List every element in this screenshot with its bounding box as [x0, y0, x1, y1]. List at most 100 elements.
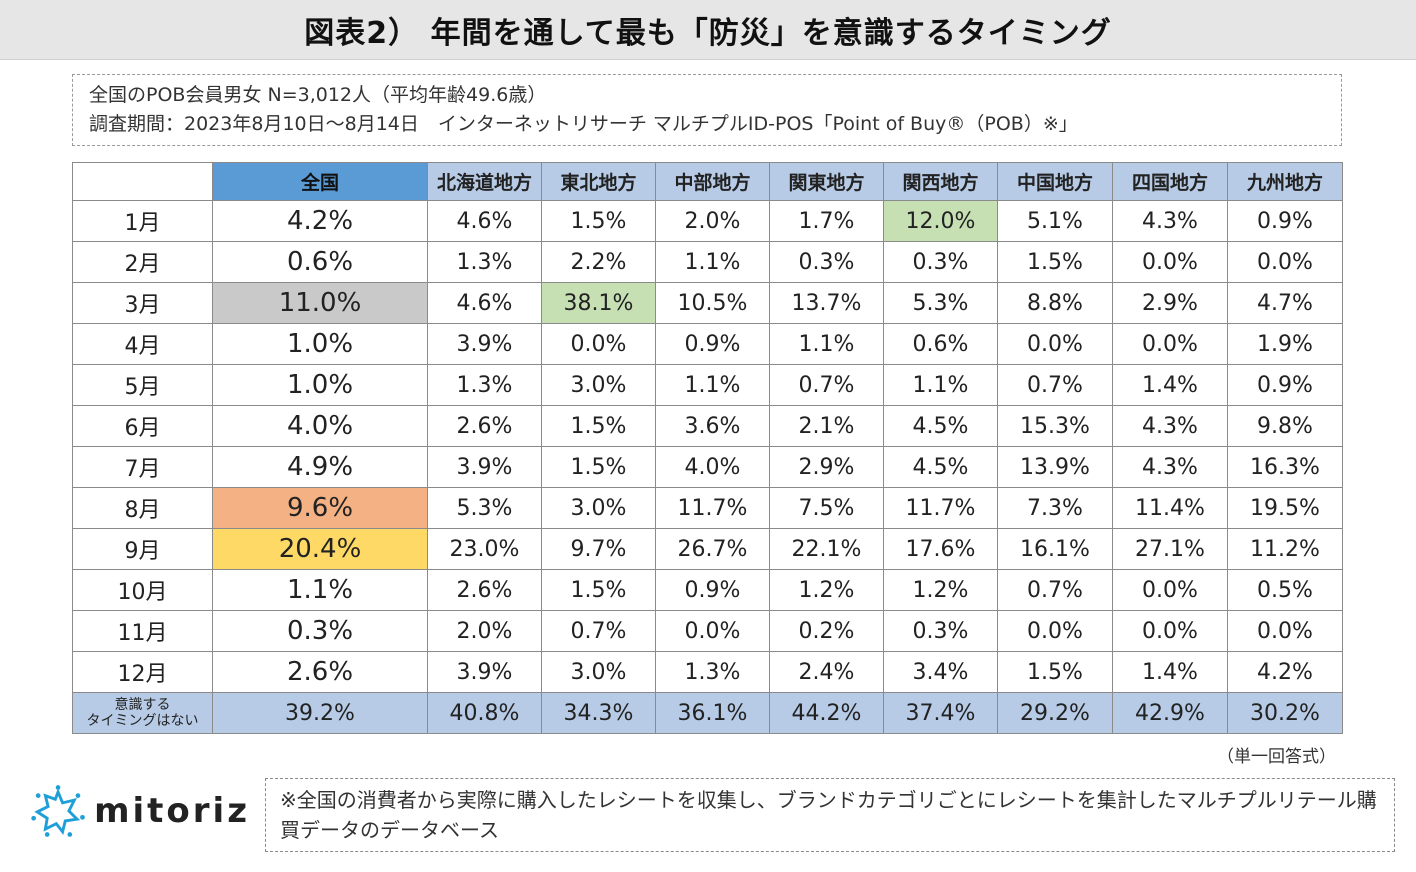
cell-chugoku: 13.9% — [997, 446, 1113, 488]
cell-hokkaido: 2.0% — [427, 610, 542, 652]
table-row: 9月 20.4% 23.0% 9.7% 26.7% 22.1% 17.6% 16.1% 27.1… — [72, 528, 1343, 570]
cell-chubu: 1.1% — [655, 364, 770, 406]
table-row: 4月 1.0% 3.9% 0.0% 0.9% 1.1% 0.6% 0.0% 0.0% 1.9% — [72, 323, 1343, 365]
cell-national: 39.2% — [212, 692, 428, 734]
header-hokkaido: 北海道地方 — [427, 162, 542, 201]
month-label: 5月 — [72, 364, 213, 406]
cell-tohoku: 0.7% — [541, 610, 656, 652]
table-row: 5月 1.0% 1.3% 3.0% 1.1% 0.7% 1.1% 0.7% 1.4% 0.9% — [72, 364, 1343, 406]
footnote-box: ※全国の消費者から実際に購入したレシートを収集し、ブランドカテゴリごとにレシート… — [265, 778, 1395, 852]
cell-hokkaido: 2.6% — [427, 569, 542, 611]
cell-kyushu: 9.8% — [1227, 405, 1343, 447]
page-title: 図表2） 年間を通して最も「防災」を意識するタイミング — [304, 15, 1112, 51]
cell-shikoku: 42.9% — [1112, 692, 1228, 734]
month-label: 9月 — [72, 528, 213, 570]
cell-shikoku: 0.0% — [1112, 569, 1228, 611]
no-timing-label-line1: 意識する — [114, 697, 171, 713]
cell-chugoku: 0.0% — [997, 610, 1113, 652]
no-timing-label-line2: タイミングはない — [86, 713, 199, 729]
no-timing-label: 意識する タイミングはない — [72, 692, 213, 734]
cell-hokkaido: 3.9% — [427, 446, 542, 488]
cell-tohoku: 1.5% — [541, 405, 656, 447]
cell-chubu: 10.5% — [655, 282, 770, 324]
cell-kyushu: 0.5% — [1227, 569, 1343, 611]
month-label: 10月 — [72, 569, 213, 611]
cell-kanto: 0.2% — [769, 610, 884, 652]
cell-chubu: 0.9% — [655, 323, 770, 365]
cell-kanto: 1.1% — [769, 323, 884, 365]
cell-kyushu: 1.9% — [1227, 323, 1343, 365]
cell-hokkaido: 2.6% — [427, 405, 542, 447]
cell-kyushu: 0.0% — [1227, 241, 1343, 283]
cell-shikoku: 4.3% — [1112, 405, 1228, 447]
cell-hokkaido: 3.9% — [427, 651, 542, 693]
cell-shikoku: 4.3% — [1112, 200, 1228, 242]
cell-shikoku: 11.4% — [1112, 487, 1228, 529]
cell-kanto: 1.7% — [769, 200, 884, 242]
cell-chubu: 3.6% — [655, 405, 770, 447]
cell-kanto: 13.7% — [769, 282, 884, 324]
cell-kanto: 1.2% — [769, 569, 884, 611]
cell-chugoku: 29.2% — [997, 692, 1113, 734]
cell-hokkaido: 23.0% — [427, 528, 542, 570]
results-table: 全国 北海道地方 東北地方 中部地方 関東地方 関西地方 中国地方 四国地方 九… — [72, 162, 1343, 734]
cell-hokkaido: 1.3% — [427, 241, 542, 283]
month-label: 4月 — [72, 323, 213, 365]
cell-chubu: 2.0% — [655, 200, 770, 242]
cell-national: 1.0% — [212, 364, 428, 406]
cell-kyushu: 30.2% — [1227, 692, 1343, 734]
cell-chugoku: 1.5% — [997, 241, 1113, 283]
cell-kyushu: 4.2% — [1227, 651, 1343, 693]
month-label: 6月 — [72, 405, 213, 447]
cell-kansai: 5.3% — [883, 282, 998, 324]
cell-shikoku: 0.0% — [1112, 610, 1228, 652]
cell-kansai: 37.4% — [883, 692, 998, 734]
header-kyushu: 九州地方 — [1227, 162, 1343, 201]
cell-tohoku: 38.1% — [541, 282, 656, 324]
cell-kyushu: 0.9% — [1227, 200, 1343, 242]
month-label: 7月 — [72, 446, 213, 488]
cell-kanto: 0.7% — [769, 364, 884, 406]
cell-national: 4.9% — [212, 446, 428, 488]
cell-hokkaido: 4.6% — [427, 282, 542, 324]
header-chugoku: 中国地方 — [997, 162, 1113, 201]
cell-hokkaido: 1.3% — [427, 364, 542, 406]
cell-chugoku: 16.1% — [997, 528, 1113, 570]
cell-kyushu: 19.5% — [1227, 487, 1343, 529]
survey-sample-text: 全国のPOB会員男女 N=3,012人（平均年齢49.6歳） — [89, 84, 547, 106]
answer-type-note: （単一回答式） — [1217, 747, 1336, 767]
cell-national: 0.6% — [212, 241, 428, 283]
header-kanto: 関東地方 — [769, 162, 884, 201]
header-tohoku: 東北地方 — [541, 162, 656, 201]
cell-hokkaido: 3.9% — [427, 323, 542, 365]
table-row: 3月 11.0% 4.6% 38.1% 10.5% 13.7% 5.3% 8.8% 2.9% 4.… — [72, 282, 1343, 324]
cell-chubu: 1.1% — [655, 241, 770, 283]
cell-shikoku: 27.1% — [1112, 528, 1228, 570]
cell-kansai: 1.1% — [883, 364, 998, 406]
table-row: 6月 4.0% 2.6% 1.5% 3.6% 2.1% 4.5% 15.3% 4.3% 9.8% — [72, 405, 1343, 447]
cell-chugoku: 0.7% — [997, 569, 1113, 611]
survey-info-box: 全国のPOB会員男女 N=3,012人（平均年齢49.6歳） 調査期間：2023… — [72, 74, 1342, 146]
table-row: 1月 4.2% 4.6% 1.5% 2.0% 1.7% 12.0% 5.1% 4.3% 0.9% — [72, 200, 1343, 242]
cell-kansai: 12.0% — [883, 200, 998, 242]
cell-kansai: 4.5% — [883, 405, 998, 447]
cell-tohoku: 1.5% — [541, 446, 656, 488]
cell-kansai: 4.5% — [883, 446, 998, 488]
title-bar: 図表2） 年間を通して最も「防災」を意識するタイミング — [0, 0, 1416, 60]
cell-kyushu: 4.7% — [1227, 282, 1343, 324]
cell-shikoku: 2.9% — [1112, 282, 1228, 324]
month-label: 3月 — [72, 282, 213, 324]
header-corner — [72, 162, 213, 201]
cell-hokkaido: 40.8% — [427, 692, 542, 734]
cell-kanto: 2.9% — [769, 446, 884, 488]
cell-shikoku: 4.3% — [1112, 446, 1228, 488]
cell-kyushu: 16.3% — [1227, 446, 1343, 488]
survey-period-text: 調査期間：2023年8月10日～8月14日 インターネットリサーチ マルチプルI… — [89, 113, 1078, 135]
cell-kansai: 11.7% — [883, 487, 998, 529]
cell-national: 4.0% — [212, 405, 428, 447]
cell-tohoku: 9.7% — [541, 528, 656, 570]
cell-chugoku: 8.8% — [997, 282, 1113, 324]
cell-kyushu: 0.0% — [1227, 610, 1343, 652]
cell-chubu: 26.7% — [655, 528, 770, 570]
cell-chugoku: 0.0% — [997, 323, 1113, 365]
